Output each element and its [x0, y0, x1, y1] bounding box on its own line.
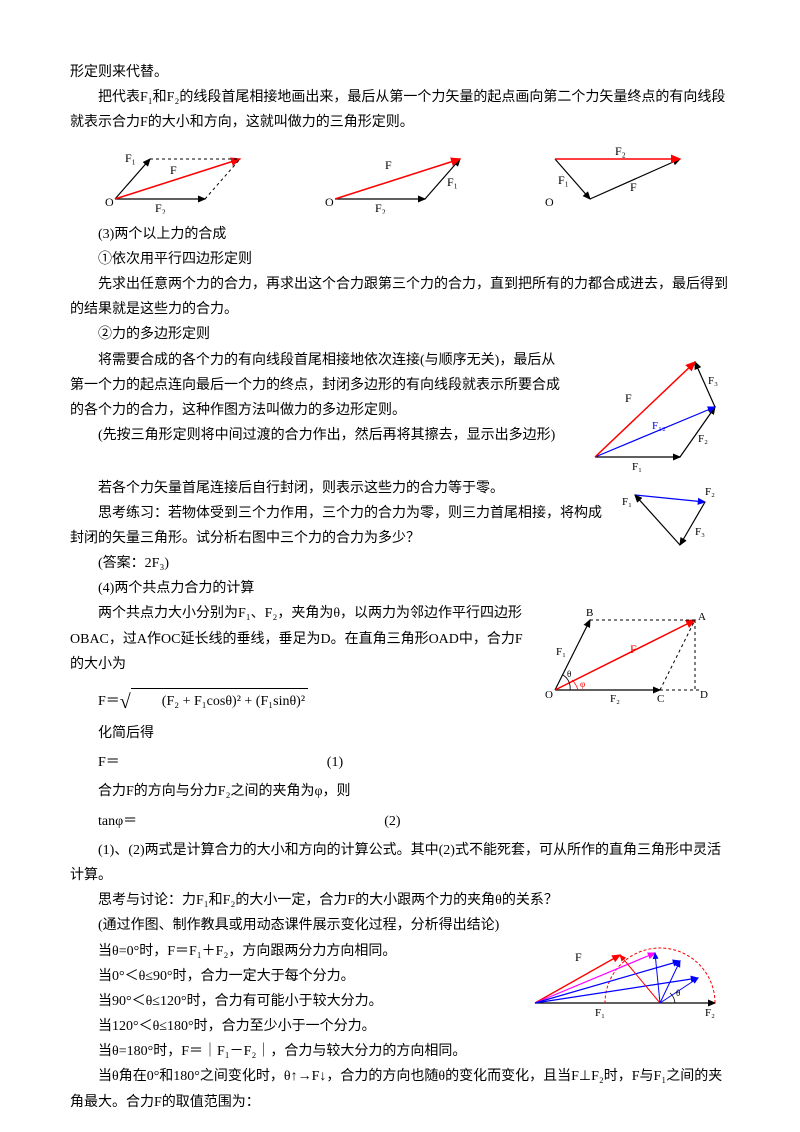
- label-f1: F₁: [595, 1007, 605, 1019]
- diagram-parallelogram: F₁ F F₂ O: [100, 144, 260, 214]
- diagram-triangle-b: F₁ F₂ F O: [540, 144, 700, 214]
- diagram-triangle-a: F F₁ F₂ O: [320, 144, 480, 214]
- label-theta: θ: [676, 988, 680, 998]
- label-f: F: [630, 180, 637, 194]
- label-f3: F₃: [708, 375, 718, 387]
- label-f1: F₁: [622, 496, 632, 508]
- paragraph: 化简后得: [70, 721, 730, 746]
- label-c: C: [657, 693, 664, 705]
- diagram-polygon: F₁ F₂ F₃ F₁₂ F: [580, 352, 730, 472]
- label-o: O: [105, 195, 114, 209]
- paragraph: 当θ=180°时，F＝｜F₁－F₂｜，合力与较大分力的方向相同。: [70, 1039, 730, 1064]
- label-f: F: [170, 163, 177, 177]
- label-f1: F₁: [447, 175, 458, 189]
- label-f1: F₁: [558, 173, 569, 187]
- label-f2: F₂: [615, 144, 626, 158]
- label-o: O: [545, 689, 553, 701]
- label-f2: F₂: [705, 486, 715, 498]
- label-o: O: [325, 195, 334, 209]
- formula-tan: tanφ＝ (2): [70, 809, 730, 834]
- paragraph: (通过作图、制作教具或用动态课件展示变化过程，分析得出结论): [70, 913, 730, 938]
- paragraph: (3)两个以上力的合成: [70, 222, 730, 247]
- diagram-fan: F F₁ F₂ θ: [520, 943, 730, 1023]
- label-f: F: [625, 391, 632, 405]
- label-d: D: [700, 689, 708, 701]
- label-theta: θ: [567, 669, 571, 679]
- label-f2: F₂: [375, 201, 386, 214]
- formula-number: (2): [384, 814, 400, 829]
- paragraph: 先求出任意两个力的合力，再求出这个合力跟第三个力的合力，直到把所有的力都合成进去…: [70, 272, 730, 322]
- label-b: B: [586, 607, 593, 619]
- diagram-zero-triangle: F₁ F₂ F₃: [620, 480, 730, 560]
- formula-lhs: F＝: [98, 694, 120, 709]
- formula-rhs: (F₂ + F₁cosθ)² + (F₁sinθ)²: [131, 688, 308, 714]
- label-f2: F₂: [705, 1007, 715, 1019]
- formula-text: tanφ＝: [98, 814, 137, 829]
- paragraph: 把代表F₁和F₂的线段首尾相接地画出来，最后从第一个力矢量的起点画向第二个力矢量…: [70, 85, 730, 135]
- label-f3: F₃: [695, 526, 705, 538]
- label-f: F: [575, 950, 582, 964]
- paragraph: ②力的多边形定则: [70, 322, 730, 347]
- label-f1: F₁: [632, 461, 642, 472]
- label-f: F: [385, 158, 392, 172]
- formula-simplified: F＝ (1): [70, 750, 730, 775]
- label-f1: F₁: [556, 646, 566, 658]
- paragraph: ①依次用平行四边形定则: [70, 247, 730, 272]
- paragraph: 思考与讨论：力F₁和F₂的大小一定，合力F的大小跟两个力的夹角θ的关系？: [70, 888, 730, 913]
- label-a: A: [698, 611, 706, 623]
- label-f2: F₂: [698, 433, 708, 445]
- paragraph: 形定则来代替。: [70, 60, 730, 85]
- paragraph: (4)两个共点力合力的计算: [70, 576, 730, 601]
- label-f12: F₁₂: [652, 420, 666, 432]
- label-f1: F₁: [125, 151, 136, 165]
- formula-text: F＝: [98, 755, 120, 770]
- paragraph: 合力F的方向与分力F₂之间的夹角为φ，则: [70, 779, 730, 804]
- paragraph: 当θ角在0°和180°之间变化时，θ↑→F↓，合力的方向也随θ的变化而变化，且当…: [70, 1064, 730, 1114]
- paragraph: (1)、(2)两式是计算合力的大小和方向的计算公式。其中(2)式不能死套，可从所…: [70, 838, 730, 888]
- diagram-triangle-rule: F₁ F F₂ O F F₁ F₂ O F₁ F₂ F O: [70, 144, 730, 214]
- label-f: F: [630, 642, 637, 656]
- label-f2: F₂: [610, 693, 620, 705]
- diagram-obac: O B A C D F F₁ F₂ θ φ: [540, 605, 730, 705]
- label-phi: φ: [580, 679, 585, 689]
- label-o: O: [545, 195, 554, 209]
- label-f2: F₂: [155, 201, 166, 214]
- formula-number: (1): [327, 755, 343, 770]
